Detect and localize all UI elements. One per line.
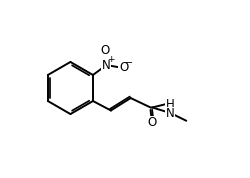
Text: −: − — [125, 58, 133, 68]
Text: O: O — [147, 116, 156, 129]
Text: N: N — [102, 59, 110, 72]
Text: N: N — [166, 108, 174, 121]
Text: O: O — [100, 44, 109, 57]
Text: +: + — [107, 55, 114, 64]
Text: O: O — [119, 61, 128, 74]
Text: H: H — [166, 98, 174, 111]
